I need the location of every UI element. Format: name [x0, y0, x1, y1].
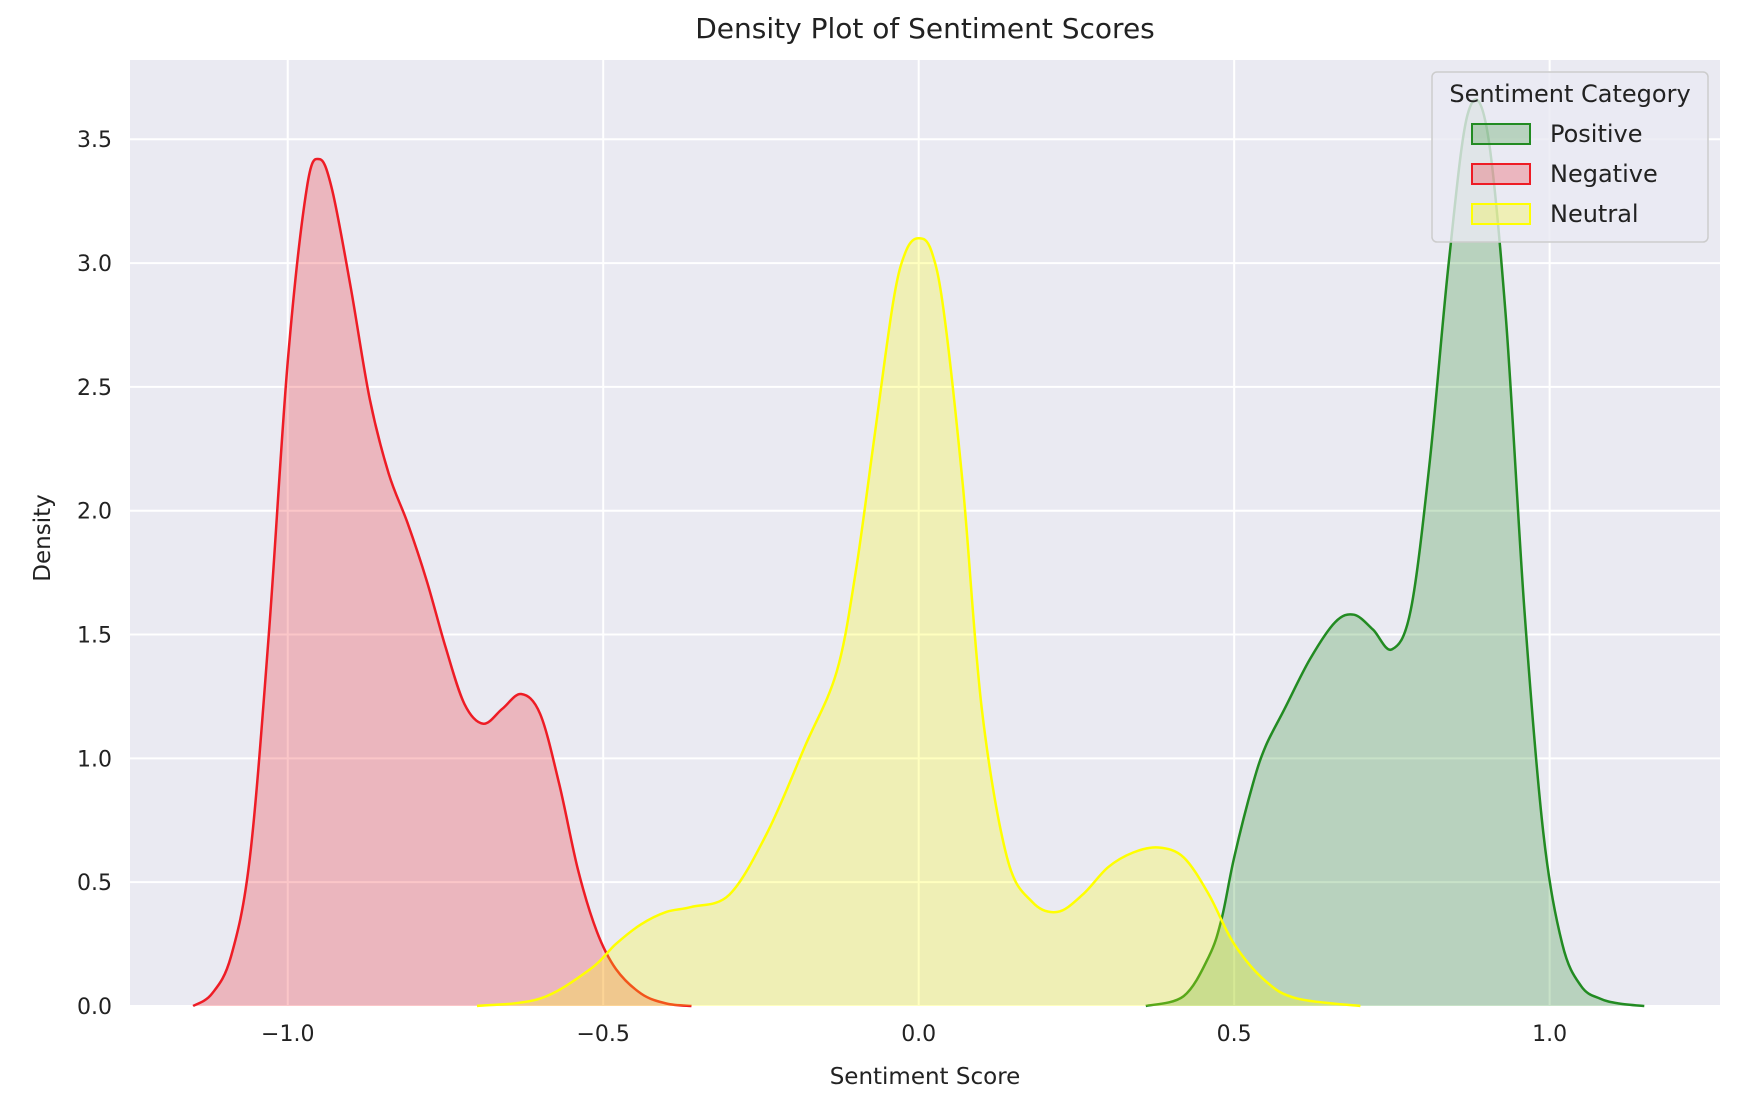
- density-line-negative: [192, 157, 692, 1008]
- y-tick-label: 0.5: [77, 871, 112, 896]
- y-axis-label: Density: [30, 494, 56, 581]
- grid-lines: [130, 60, 1720, 1007]
- legend-box: [1431, 71, 1709, 243]
- x-tick-label: 1.0: [1532, 1022, 1567, 1047]
- density-line-neutral: [476, 237, 1361, 1008]
- y-tick-label: 1.5: [77, 624, 112, 649]
- x-tick-label: −0.5: [577, 1022, 630, 1047]
- legend-label-positive: Positive: [1550, 120, 1643, 148]
- legend-swatch-positive: [1471, 123, 1531, 145]
- y-ticks: 0.0 0.5 1.0 1.5 2.0 2.5 3.0 3.5: [77, 128, 112, 1020]
- density-line-positive: [1145, 98, 1645, 1008]
- density-area-negative: [193, 158, 692, 1006]
- x-tick-label: 0.0: [901, 1022, 936, 1047]
- y-tick-label: 3.0: [77, 252, 112, 277]
- density-area-neutral: [477, 238, 1361, 1007]
- legend-item-neutral: Neutral: [1471, 200, 1639, 228]
- chart-title: Density Plot of Sentiment Scores: [695, 12, 1155, 45]
- x-axis-label: Sentiment Score: [830, 1064, 1021, 1090]
- legend-swatch-neutral: [1471, 203, 1531, 225]
- legend-item-negative: Negative: [1471, 160, 1658, 188]
- density-curves: [192, 98, 1645, 1008]
- legend-item-positive: Positive: [1471, 120, 1643, 148]
- x-tick-label: 0.5: [1217, 1022, 1252, 1047]
- legend: Sentiment Category Positive Negative Neu…: [1431, 71, 1709, 243]
- density-area-positive: [1145, 99, 1645, 1007]
- legend-label-neutral: Neutral: [1550, 200, 1639, 228]
- y-tick-label: 1.0: [77, 747, 112, 772]
- legend-label-negative: Negative: [1550, 160, 1658, 188]
- y-tick-label: 0.0: [77, 995, 112, 1020]
- x-ticks: −1.0 −0.5 0.0 0.5 1.0: [261, 1022, 1567, 1047]
- x-tick-label: −1.0: [261, 1022, 314, 1047]
- y-tick-label: 2.5: [77, 376, 112, 401]
- legend-swatch-negative: [1471, 163, 1531, 185]
- y-tick-label: 3.5: [77, 128, 112, 153]
- y-tick-label: 2.0: [77, 500, 112, 525]
- legend-title: Sentiment Category: [1449, 80, 1690, 108]
